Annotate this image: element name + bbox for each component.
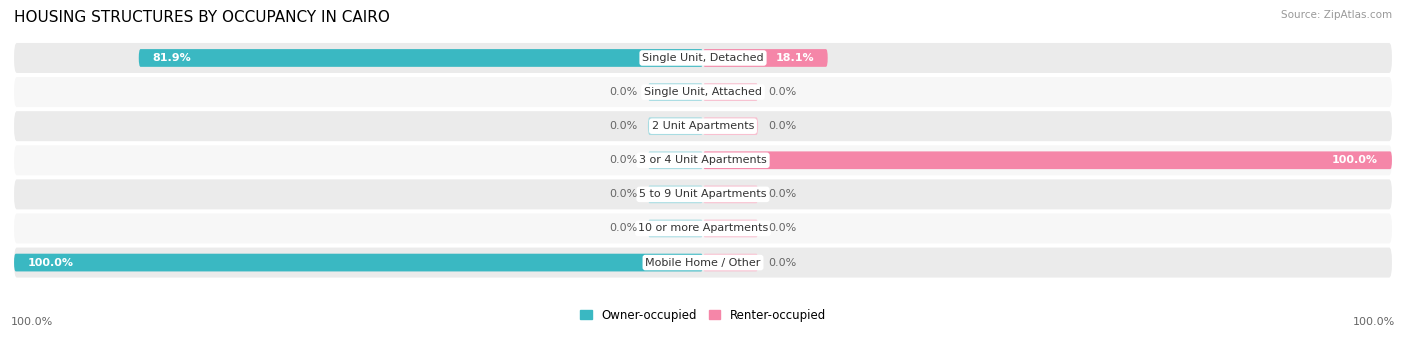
Text: 0.0%: 0.0% bbox=[769, 189, 797, 199]
FancyBboxPatch shape bbox=[703, 186, 758, 203]
Text: Source: ZipAtlas.com: Source: ZipAtlas.com bbox=[1281, 10, 1392, 20]
Text: 3 or 4 Unit Apartments: 3 or 4 Unit Apartments bbox=[640, 155, 766, 165]
FancyBboxPatch shape bbox=[648, 186, 703, 203]
FancyBboxPatch shape bbox=[703, 83, 758, 101]
FancyBboxPatch shape bbox=[14, 77, 1392, 107]
FancyBboxPatch shape bbox=[139, 49, 703, 67]
FancyBboxPatch shape bbox=[703, 220, 758, 237]
FancyBboxPatch shape bbox=[648, 83, 703, 101]
Text: 2 Unit Apartments: 2 Unit Apartments bbox=[652, 121, 754, 131]
FancyBboxPatch shape bbox=[14, 254, 703, 271]
Text: Single Unit, Detached: Single Unit, Detached bbox=[643, 53, 763, 63]
FancyBboxPatch shape bbox=[14, 213, 1392, 243]
FancyBboxPatch shape bbox=[703, 151, 1392, 169]
Text: 0.0%: 0.0% bbox=[769, 223, 797, 234]
Text: 0.0%: 0.0% bbox=[609, 121, 637, 131]
Legend: Owner-occupied, Renter-occupied: Owner-occupied, Renter-occupied bbox=[575, 304, 831, 326]
Text: 5 to 9 Unit Apartments: 5 to 9 Unit Apartments bbox=[640, 189, 766, 199]
Text: 0.0%: 0.0% bbox=[769, 87, 797, 97]
Text: 100.0%: 100.0% bbox=[1331, 155, 1378, 165]
FancyBboxPatch shape bbox=[14, 111, 1392, 141]
FancyBboxPatch shape bbox=[703, 254, 758, 271]
FancyBboxPatch shape bbox=[703, 117, 758, 135]
FancyBboxPatch shape bbox=[648, 220, 703, 237]
Text: 100.0%: 100.0% bbox=[28, 257, 75, 268]
FancyBboxPatch shape bbox=[648, 151, 703, 169]
Text: 0.0%: 0.0% bbox=[609, 155, 637, 165]
Text: 0.0%: 0.0% bbox=[769, 257, 797, 268]
FancyBboxPatch shape bbox=[648, 117, 703, 135]
FancyBboxPatch shape bbox=[703, 49, 828, 67]
Text: 0.0%: 0.0% bbox=[769, 121, 797, 131]
Text: 10 or more Apartments: 10 or more Apartments bbox=[638, 223, 768, 234]
Text: 0.0%: 0.0% bbox=[609, 189, 637, 199]
Text: Mobile Home / Other: Mobile Home / Other bbox=[645, 257, 761, 268]
Text: HOUSING STRUCTURES BY OCCUPANCY IN CAIRO: HOUSING STRUCTURES BY OCCUPANCY IN CAIRO bbox=[14, 10, 389, 25]
Text: 81.9%: 81.9% bbox=[152, 53, 191, 63]
Text: 100.0%: 100.0% bbox=[11, 317, 53, 327]
Text: 0.0%: 0.0% bbox=[609, 223, 637, 234]
FancyBboxPatch shape bbox=[14, 248, 1392, 278]
FancyBboxPatch shape bbox=[14, 145, 1392, 175]
Text: 100.0%: 100.0% bbox=[1353, 317, 1395, 327]
FancyBboxPatch shape bbox=[14, 179, 1392, 209]
Text: Single Unit, Attached: Single Unit, Attached bbox=[644, 87, 762, 97]
Text: 0.0%: 0.0% bbox=[609, 87, 637, 97]
FancyBboxPatch shape bbox=[14, 43, 1392, 73]
Text: 18.1%: 18.1% bbox=[775, 53, 814, 63]
